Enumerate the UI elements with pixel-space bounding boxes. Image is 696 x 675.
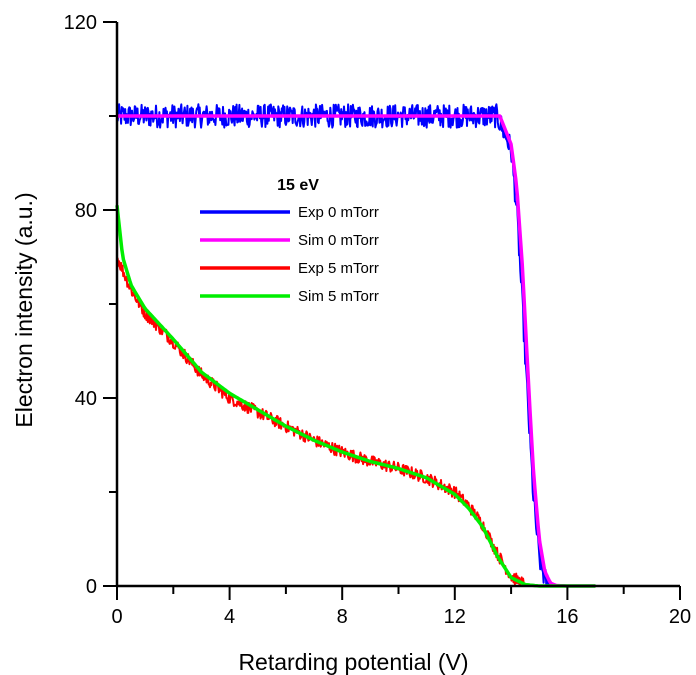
x-tick-label: 12 [444,606,466,628]
legend-label: Exp 0 mTorr [298,204,379,221]
legend: 15 eV Exp 0 mTorr Sim 0 mTorr Exp 5 mTorr Si… [200,177,379,305]
plot-area [115,103,596,588]
x-tick-label: 4 [224,606,235,628]
x-tick-label: 16 [556,606,578,628]
legend-label: Sim 0 mTorr [298,232,379,249]
x-tick-label: 0 [111,606,122,628]
y-tick-label: 0 [86,576,97,598]
series-line-2 [116,114,596,588]
series-line-4 [115,205,596,588]
y-tick-label: 120 [64,12,97,34]
y-tick-label: 80 [75,200,97,222]
series-line-1 [116,103,596,587]
axes: 0 4 8 12 16 20 0 40 80 120 Retarding potential (V)… [11,12,691,675]
x-axis-title: Retarding potential (V) [238,649,468,675]
x-tick-label: 8 [337,606,348,628]
legend-title: 15 eV [277,177,319,194]
y-axis-title: Electron intensity (a.u.) [11,192,37,427]
y-tick-label: 40 [75,388,97,410]
legend-label: Exp 5 mTorr [298,260,379,277]
x-tick-label: 20 [669,606,691,628]
legend-label: Sim 5 mTorr [298,288,379,305]
